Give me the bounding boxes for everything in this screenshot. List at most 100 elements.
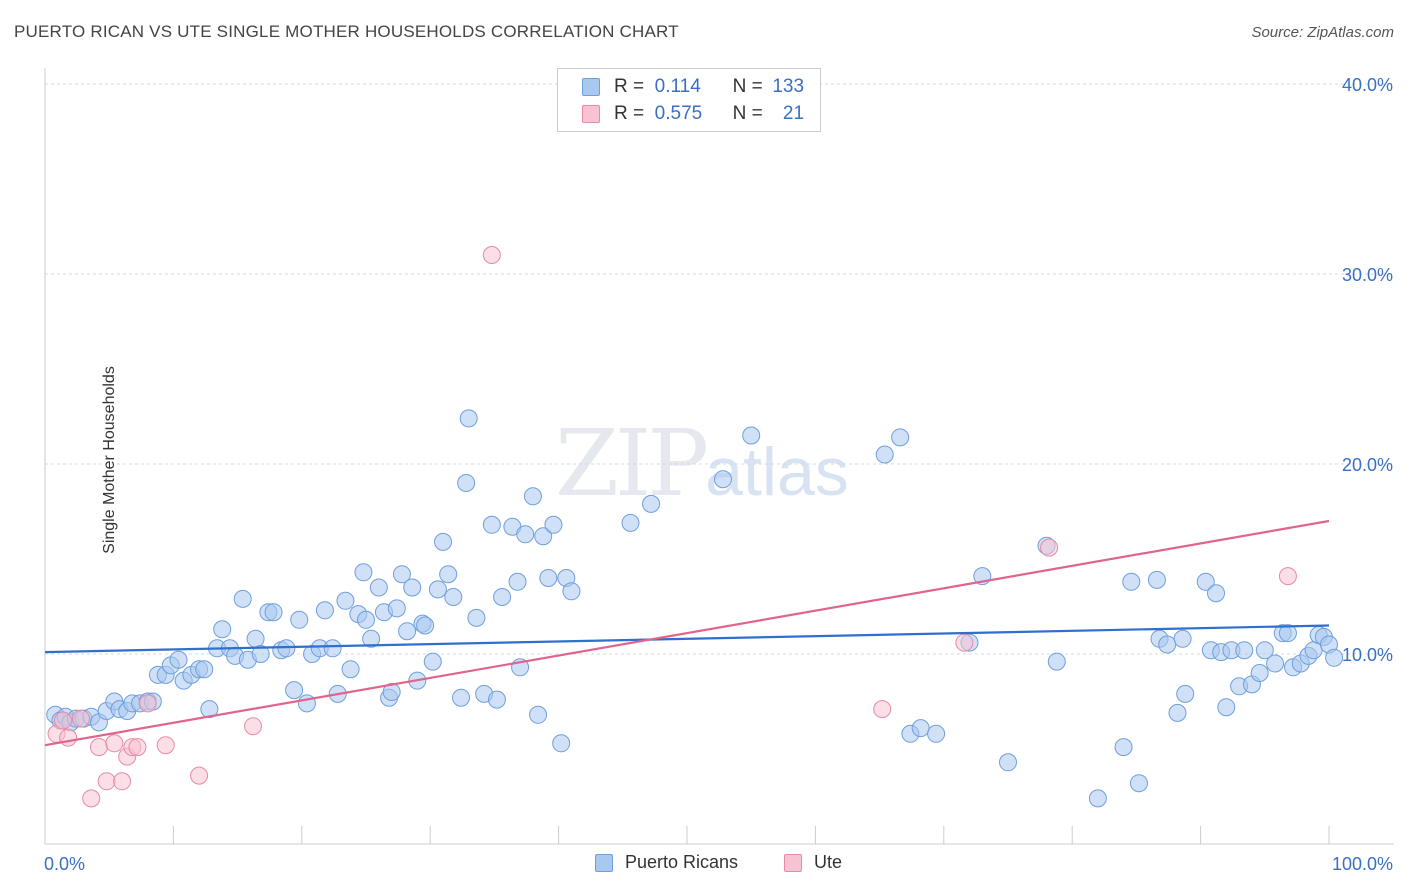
puerto-rican-point xyxy=(1047,652,1066,671)
puerto-rican-point xyxy=(169,650,188,669)
legend-n-value: 21 xyxy=(782,103,805,124)
source-label: Source: ZipAtlas.com xyxy=(1251,24,1394,41)
puerto-rican-point xyxy=(354,563,373,582)
puerto-rican-point xyxy=(1129,774,1148,793)
puerto-rican-trendline xyxy=(44,624,1330,654)
puerto-rican-point xyxy=(398,622,417,641)
puerto-rican-point xyxy=(642,494,661,513)
puerto-rican-point xyxy=(1147,570,1166,589)
ute-point xyxy=(82,789,101,808)
puerto-rican-point xyxy=(1122,572,1141,591)
legend-item-ute[interactable]: Ute xyxy=(784,852,842,873)
puerto-rican-point xyxy=(439,565,458,584)
puerto-rican-point xyxy=(1325,648,1344,667)
legend-label-ute: Ute xyxy=(814,852,843,872)
legend-r-value: 0.575 xyxy=(654,103,703,124)
ute-point xyxy=(138,694,157,713)
puerto-rican-point xyxy=(1114,738,1133,757)
ute-point xyxy=(59,728,78,747)
legend-n-label: N = xyxy=(732,76,763,97)
puerto-rican-point xyxy=(362,629,381,648)
puerto-rican-point xyxy=(552,734,571,753)
ute-point xyxy=(105,734,124,753)
puerto-rican-point xyxy=(1250,664,1269,682)
puerto-rican-point xyxy=(246,629,265,648)
y-tick-label: 20.0% xyxy=(1342,455,1393,475)
y-tick-label: 30.0% xyxy=(1342,265,1393,285)
puerto-rican-point xyxy=(357,610,375,629)
legend-label-puerto-ricans: Puerto Ricans xyxy=(625,852,739,872)
x-tick-label: 100.0% xyxy=(1332,854,1393,874)
puerto-rican-point xyxy=(285,681,304,700)
puerto-rican-point xyxy=(382,683,401,701)
puerto-rican-point xyxy=(459,409,478,428)
puerto-rican-point xyxy=(516,525,535,544)
legend-n-label: N = xyxy=(732,103,763,124)
puerto-rican-point xyxy=(539,569,558,587)
ute-point xyxy=(71,709,90,728)
y-tick-label: 10.0% xyxy=(1342,645,1393,665)
puerto-rican-point xyxy=(264,603,283,622)
puerto-rican-point xyxy=(562,582,581,601)
puerto-rican-point xyxy=(508,572,527,591)
puerto-rican-point xyxy=(1207,584,1226,603)
watermark-atlas: atlas xyxy=(705,434,849,510)
y-tick-label: 40.0% xyxy=(1342,75,1393,95)
ute-point xyxy=(113,772,132,791)
legend-n-value: 133 xyxy=(772,76,805,97)
legend-r-value: 0.114 xyxy=(654,76,701,97)
ute-point xyxy=(955,633,974,652)
puerto-rican-point xyxy=(927,724,946,743)
ute-point xyxy=(89,738,108,757)
ute-trendline xyxy=(44,519,1330,747)
ute-point xyxy=(190,766,209,785)
puerto-rican-point xyxy=(544,515,563,534)
puerto-rican-point xyxy=(482,515,501,534)
ute-point xyxy=(53,711,72,730)
chart-title: PUERTO RICAN VS UTE SINGLE MOTHER HOUSEH… xyxy=(14,22,679,41)
puerto-rican-point xyxy=(1235,641,1254,660)
puerto-rican-point xyxy=(911,719,930,738)
puerto-rican-point xyxy=(341,660,360,679)
puerto-rican-point xyxy=(444,588,463,606)
puerto-rican-point xyxy=(1217,698,1236,717)
puerto-rican-point xyxy=(213,620,232,639)
puerto-rican-point xyxy=(493,588,512,606)
puerto-rican-point xyxy=(1278,624,1297,643)
puerto-rican-point xyxy=(290,610,309,629)
puerto-rican-point xyxy=(1158,635,1177,654)
legend-swatch-ute xyxy=(784,853,802,872)
legend-row-puerto-ricans: R = 0.114 N = 133 xyxy=(582,76,804,98)
puerto-rican-point xyxy=(534,527,553,546)
puerto-rican-point xyxy=(621,513,640,532)
puerto-rican-point xyxy=(1266,654,1285,673)
puerto-rican-point xyxy=(452,688,471,707)
legend-r-label: R = xyxy=(614,76,645,97)
series-legend: Puerto Ricans Ute xyxy=(0,852,1406,876)
ute-point xyxy=(97,772,116,791)
puerto-rican-point xyxy=(423,652,442,671)
puerto-rican-point xyxy=(1196,572,1215,591)
puerto-rican-point xyxy=(742,426,761,445)
puerto-rican-point xyxy=(315,601,334,620)
legend-item-puerto-ricans[interactable]: Puerto Ricans xyxy=(595,852,738,873)
ute-point xyxy=(482,246,501,264)
puerto-rican-point xyxy=(999,753,1017,772)
puerto-rican-point xyxy=(392,565,411,584)
puerto-rican-point xyxy=(428,580,447,599)
puerto-rican-point xyxy=(1255,641,1274,660)
puerto-rican-point xyxy=(523,487,542,506)
puerto-rican-point xyxy=(487,690,506,709)
legend-row-ute: R = 0.575 N = 21 xyxy=(582,103,804,125)
y-axis-label: Single Mother Households xyxy=(100,366,118,554)
ute-point xyxy=(1040,538,1059,557)
puerto-rican-point xyxy=(323,639,342,658)
puerto-rican-point xyxy=(233,589,252,608)
puerto-rican-point xyxy=(1168,703,1187,722)
ute-point xyxy=(1278,567,1297,586)
puerto-rican-point xyxy=(875,445,894,464)
puerto-rican-point xyxy=(467,608,486,627)
ute-point xyxy=(873,700,892,719)
puerto-rican-point xyxy=(529,705,548,724)
ute-point xyxy=(156,736,175,755)
